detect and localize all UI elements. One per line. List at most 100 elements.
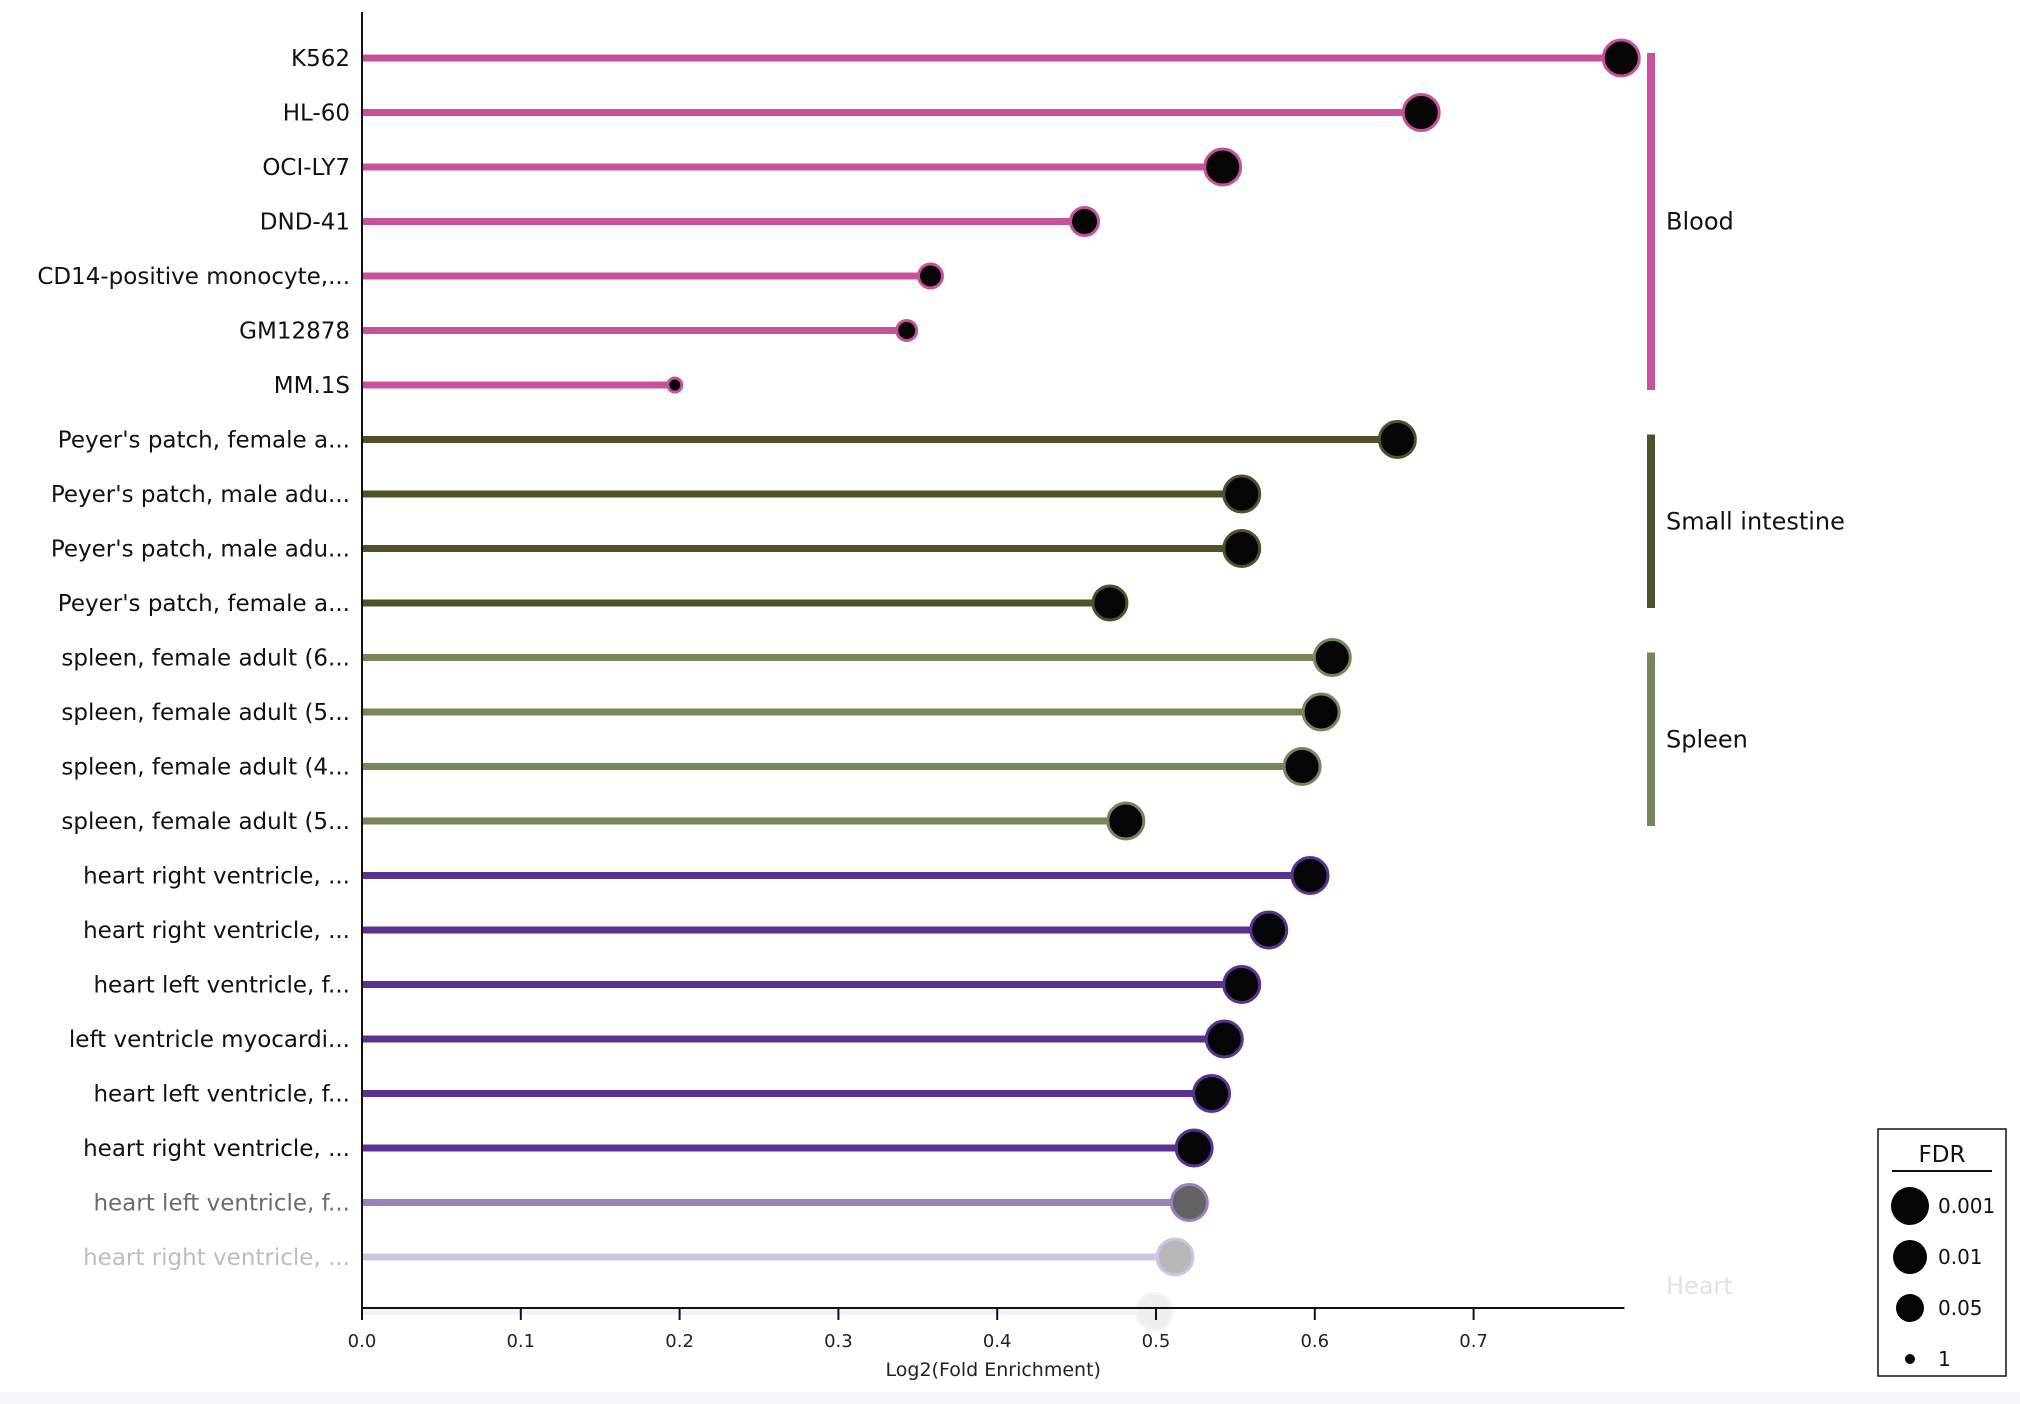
legend-marker xyxy=(1905,1354,1915,1364)
category-label: spleen, female adult (6... xyxy=(61,646,350,672)
y-axis: K562 HL-60 OCI-LY7 DND-41 CD14-positive mono… xyxy=(37,12,363,1308)
legend-label: 0.05 xyxy=(1938,1296,1983,1320)
lollipop-row[interactable] xyxy=(362,262,945,290)
lollipop-dot[interactable] xyxy=(1169,1183,1209,1222)
lollipop-row[interactable] xyxy=(362,206,1101,237)
lollipop-row[interactable] xyxy=(362,529,1262,568)
lollipop-dot[interactable] xyxy=(1222,529,1262,568)
lollipop-dot[interactable] xyxy=(1091,584,1129,622)
lollipop-dot[interactable] xyxy=(1174,1128,1214,1168)
plot-area xyxy=(362,38,1641,1331)
lollipop-dot[interactable] xyxy=(666,376,684,394)
lollipop-dot[interactable] xyxy=(1401,93,1441,132)
bottom-band xyxy=(0,1392,2020,1404)
lollipop-row[interactable] xyxy=(362,93,1441,132)
category-label: heart right ventricle, ... xyxy=(83,1136,350,1162)
category-label: K562 xyxy=(291,46,350,72)
lollipop-row[interactable] xyxy=(362,376,684,394)
x-tick-label: 0.4 xyxy=(983,1331,1012,1352)
lollipop-dot[interactable] xyxy=(1192,1074,1232,1113)
lollipop-row[interactable] xyxy=(362,638,1352,677)
group-label: Blood xyxy=(1666,208,1734,236)
lollipop-dot[interactable] xyxy=(1601,38,1641,78)
legend-label: 1 xyxy=(1938,1347,1951,1371)
x-tick-label: 0.1 xyxy=(506,1331,535,1352)
lollipop-dot[interactable] xyxy=(1377,420,1417,459)
category-label: spleen, female adult (5... xyxy=(61,809,350,835)
category-label: heart left ventricle, f... xyxy=(93,1191,350,1217)
category-label: heart right ventricle, ... xyxy=(83,918,350,944)
lollipop-row[interactable] xyxy=(362,147,1243,187)
category-label: heart right ventricle, ... xyxy=(83,1245,350,1271)
lollipop-row[interactable] xyxy=(362,856,1330,895)
category-label: DND-41 xyxy=(260,210,350,236)
legend-marker xyxy=(1893,1240,1927,1274)
lollipop-row[interactable] xyxy=(362,1237,1195,1277)
category-label: spleen, female adult (5... xyxy=(61,700,350,726)
category-label: Peyer's patch, male adu... xyxy=(51,482,350,508)
x-tick-label: 0.6 xyxy=(1300,1331,1329,1352)
fdr-legend: FDR 0.001 0.01 0.05 1 xyxy=(1877,1128,2007,1377)
category-label: spleen, female adult (4... xyxy=(61,755,350,781)
lollipop-row[interactable] xyxy=(362,910,1289,950)
x-tick-label: 0.0 xyxy=(348,1331,377,1352)
lollipop-row[interactable] xyxy=(362,584,1129,622)
category-label: GM12878 xyxy=(239,319,350,345)
category-label: CD14-positive monocyte,... xyxy=(37,264,350,290)
group-label: Small intestine xyxy=(1666,507,1845,535)
category-label: Peyer's patch, female a... xyxy=(58,591,350,617)
lollipop-row[interactable] xyxy=(362,1074,1232,1113)
lollipop-dot[interactable] xyxy=(1204,1019,1244,1059)
x-tick-label: 0.3 xyxy=(824,1331,853,1352)
lollipop-row[interactable] xyxy=(362,38,1641,78)
lollipop-dot[interactable] xyxy=(895,319,919,342)
lollipop-dot[interactable] xyxy=(1069,206,1101,237)
category-label: HL-60 xyxy=(283,101,350,127)
lollipop-row[interactable] xyxy=(362,747,1322,786)
lollipop-dot[interactable] xyxy=(1203,147,1243,187)
category-label: heart left ventricle, f... xyxy=(93,973,350,999)
lollipop-dot[interactable] xyxy=(1222,965,1262,1004)
lollipop-row[interactable] xyxy=(362,1128,1214,1168)
legend-marker xyxy=(1891,1187,1929,1225)
lollipop-row[interactable] xyxy=(362,965,1262,1004)
lollipop-dot[interactable] xyxy=(1301,692,1341,732)
x-tick-label: 0.2 xyxy=(665,1331,694,1352)
x-tick-label: 0.7 xyxy=(1459,1331,1488,1352)
group-brackets: Blood Small intestine Spleen Heart xyxy=(1647,53,1845,1308)
lollipop-row[interactable] xyxy=(362,801,1146,841)
lollipop-dot[interactable] xyxy=(1134,1292,1174,1331)
lollipop-row[interactable] xyxy=(362,474,1262,514)
lollipop-row[interactable] xyxy=(362,1019,1244,1059)
lollipop-row[interactable] xyxy=(362,1292,1174,1331)
lollipop-dot[interactable] xyxy=(1282,747,1322,786)
lollipop-dot[interactable] xyxy=(1290,856,1330,895)
category-label: Peyer's patch, male adu... xyxy=(51,537,350,563)
legend-title: FDR xyxy=(1919,1142,1966,1168)
lollipop-row[interactable] xyxy=(362,319,919,342)
legend-label: 0.001 xyxy=(1938,1194,1995,1218)
category-label: heart right ventricle, ... xyxy=(83,864,350,890)
category-label: Peyer's patch, female a... xyxy=(58,428,350,454)
category-label: heart left ventricle, f... xyxy=(93,1082,350,1108)
x-axis: 0.0 0.1 0.2 0.3 0.4 0.5 0.6 0.7 Log2(Fold Enrich… xyxy=(348,1307,1625,1381)
legend-label: 0.01 xyxy=(1938,1245,1983,1269)
lollipop-dot[interactable] xyxy=(1312,638,1352,677)
category-label: MM.1S xyxy=(274,373,350,399)
group-label: Heart xyxy=(1666,1272,1733,1300)
group-label: Spleen xyxy=(1666,725,1748,753)
lollipop-dot[interactable] xyxy=(917,262,945,290)
legend-marker xyxy=(1896,1294,1924,1322)
lollipop-dot[interactable] xyxy=(1222,474,1262,514)
category-label: OCI-LY7 xyxy=(262,155,350,181)
x-axis-title: Log2(Fold Enrichment) xyxy=(886,1359,1101,1381)
lollipop-dot[interactable] xyxy=(1249,910,1289,950)
lollipop-dot[interactable] xyxy=(1155,1237,1195,1277)
lollipop-row[interactable] xyxy=(362,692,1341,732)
lollipop-row[interactable] xyxy=(362,1183,1209,1222)
x-tick-label: 0.5 xyxy=(1142,1331,1171,1352)
lollipop-row[interactable] xyxy=(362,420,1417,459)
lollipop-dot[interactable] xyxy=(1106,801,1146,841)
category-label: left ventricle myocardi... xyxy=(69,1027,350,1053)
